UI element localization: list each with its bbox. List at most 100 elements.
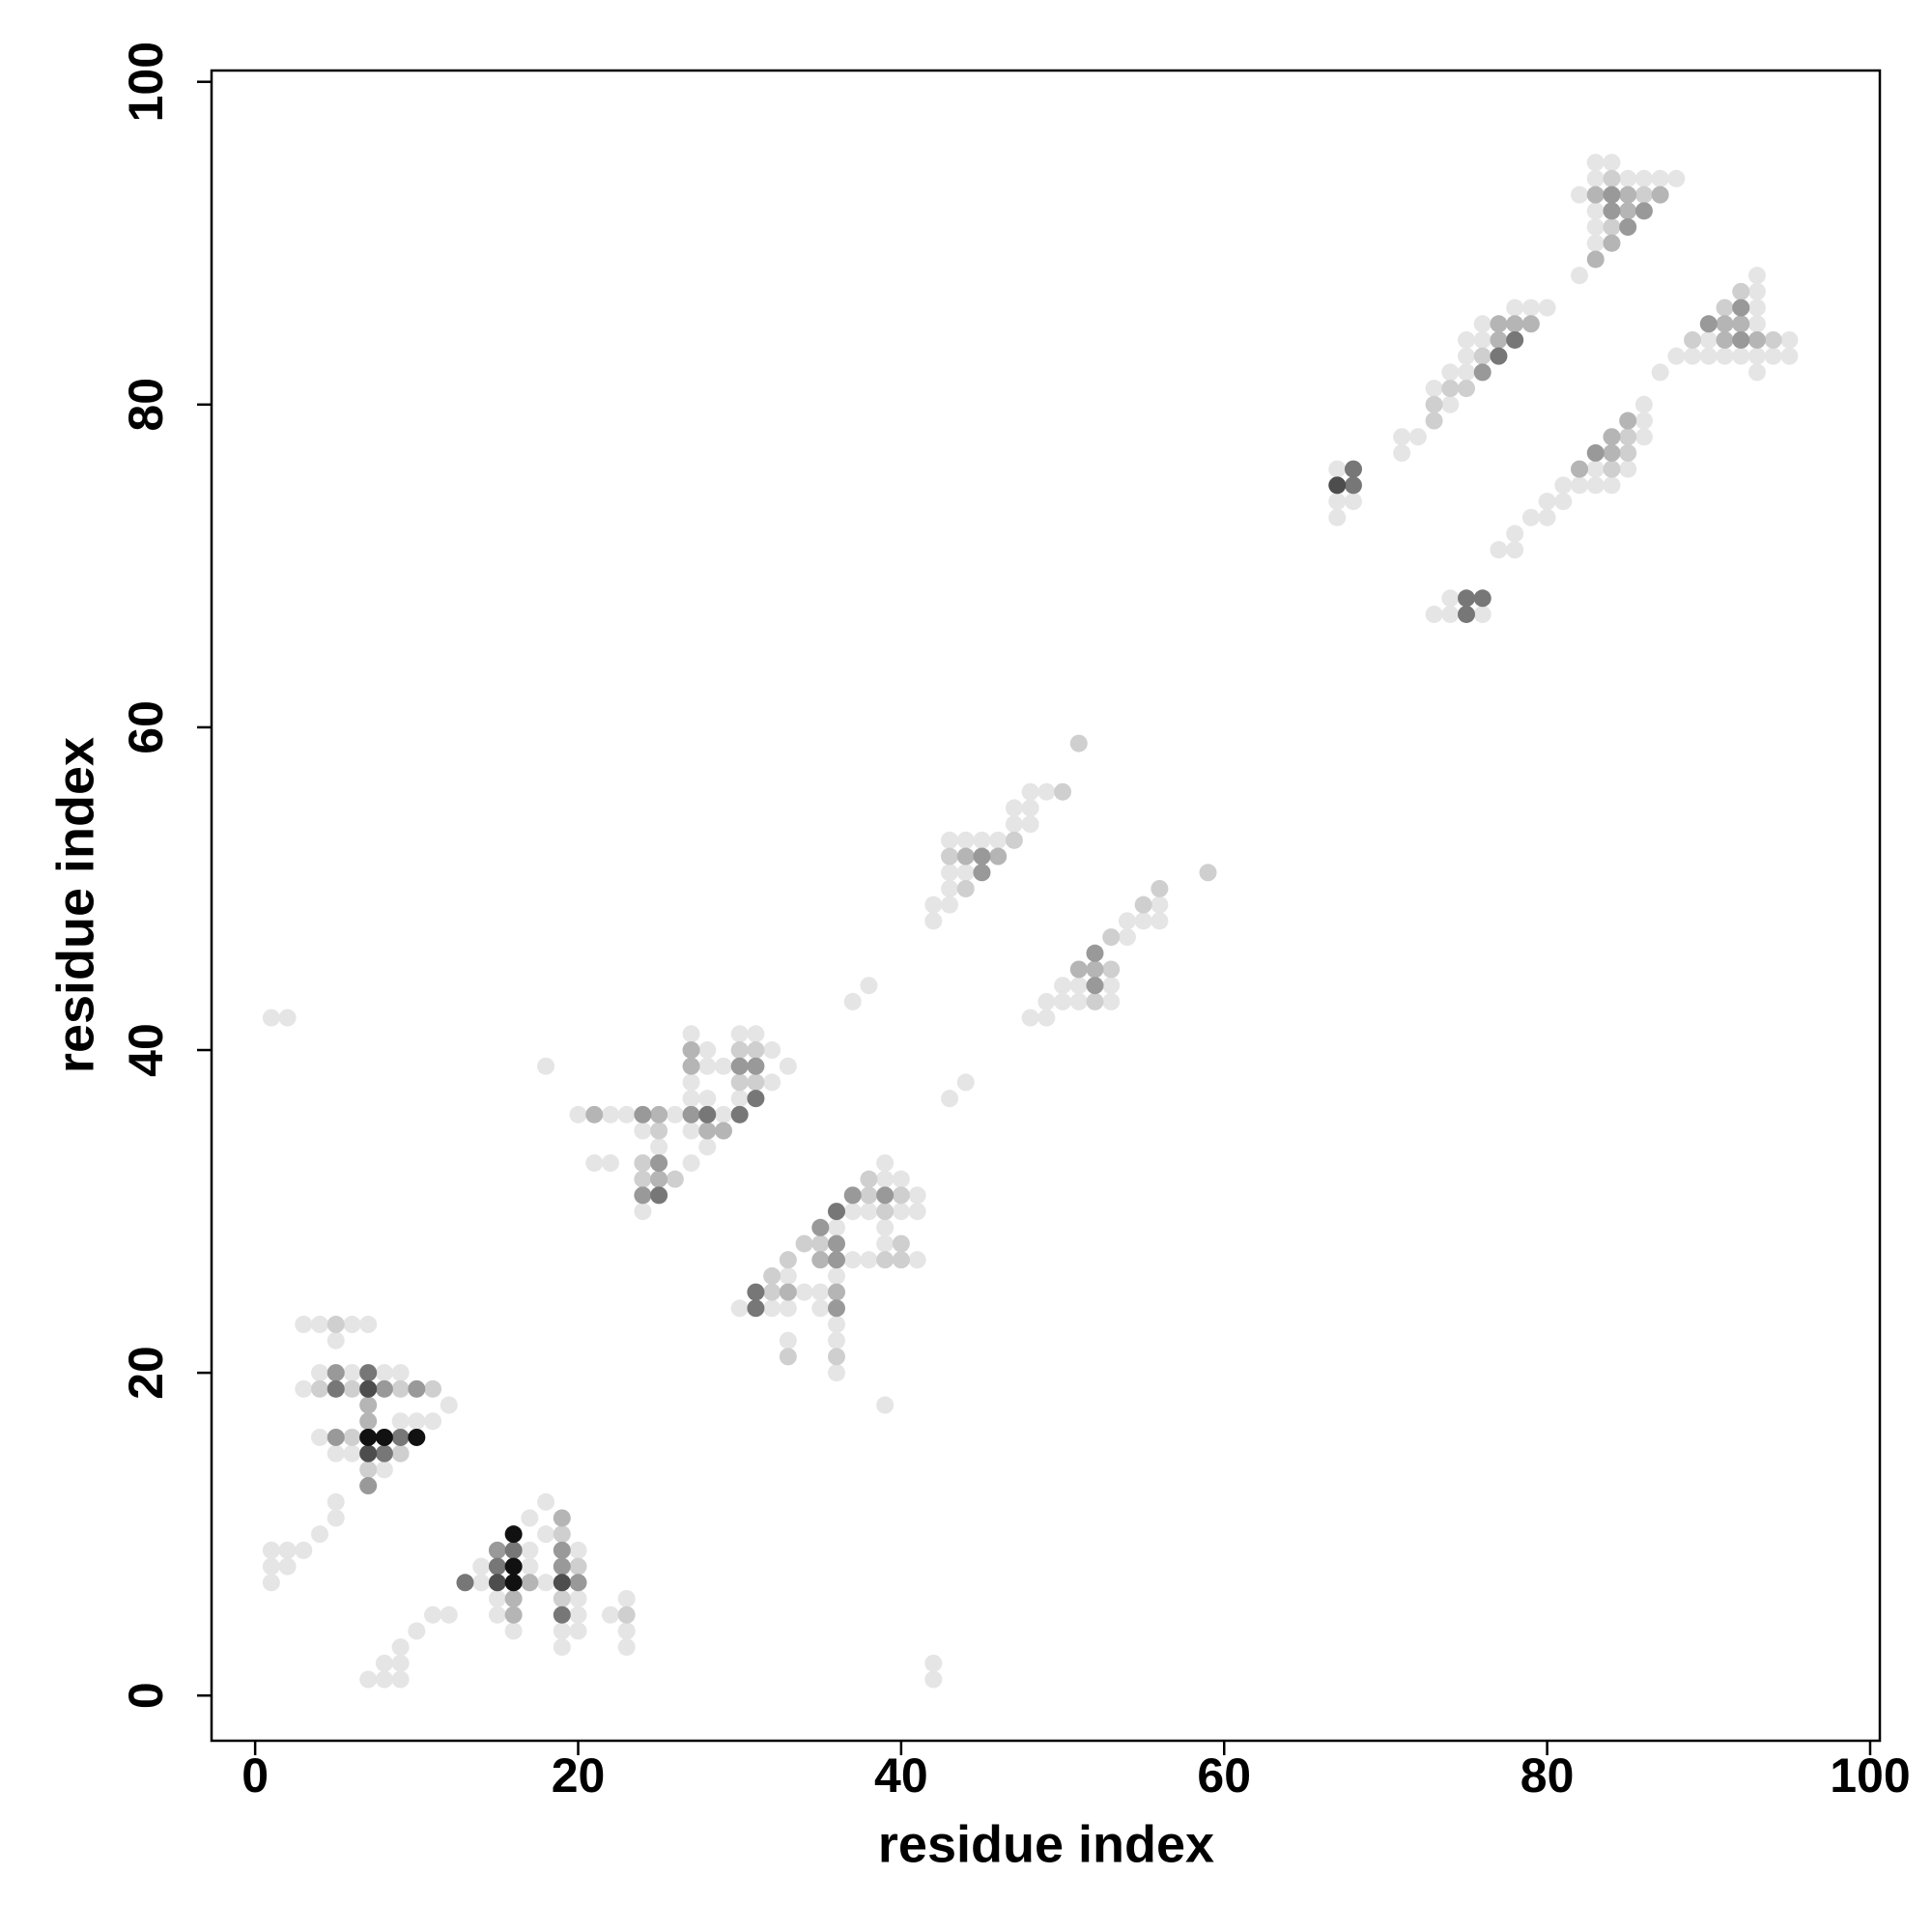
contact-point (1603, 428, 1621, 446)
contact-point (1506, 315, 1524, 333)
contact-point (730, 1041, 749, 1060)
contact-point (973, 847, 991, 866)
contact-point (1764, 330, 1782, 349)
contact-point (1441, 380, 1460, 398)
contact-point (1747, 315, 1766, 333)
contact-point (650, 1186, 668, 1205)
contact-point (1393, 443, 1411, 462)
contact-point (763, 1266, 781, 1285)
contact-point (1603, 443, 1621, 462)
contact-point (375, 1670, 393, 1689)
contact-point (747, 1283, 765, 1301)
contact-point (1603, 185, 1621, 204)
contact-point (1586, 476, 1605, 495)
contact-point (1425, 380, 1443, 398)
contact-point (1619, 460, 1637, 478)
contact-point (1699, 330, 1718, 349)
contact-point (876, 1170, 895, 1188)
contact-point (1619, 185, 1637, 204)
contact-point (1473, 589, 1492, 608)
contact-point (1441, 605, 1460, 623)
contact-point (714, 1105, 732, 1123)
contact-point (730, 1057, 749, 1075)
contact-point (278, 1541, 297, 1559)
contact-point (1538, 493, 1556, 511)
contact-point (1747, 282, 1766, 300)
contact-point (1571, 460, 1589, 478)
contact-point (262, 1574, 280, 1592)
contact-point (1473, 605, 1492, 623)
y-tick-label: 60 (119, 700, 173, 754)
contact-point (924, 1654, 943, 1672)
contact-point (1521, 508, 1540, 526)
x-axis-title: residue index (878, 1815, 1214, 1873)
contact-point (311, 1379, 329, 1398)
contact-point (827, 1299, 845, 1318)
contact-point (488, 1589, 506, 1607)
contact-point (973, 831, 991, 849)
contact-point (1716, 347, 1734, 365)
contact-point (456, 1574, 474, 1592)
contact-point (1732, 298, 1750, 317)
contact-point (1586, 250, 1605, 269)
contact-point (1634, 169, 1653, 187)
x-tick-label: 40 (874, 1748, 928, 1803)
contact-point (827, 1348, 845, 1366)
contact-point (472, 1574, 491, 1592)
contact-point (908, 1251, 926, 1269)
contact-point (1151, 879, 1169, 897)
contact-point (440, 1605, 458, 1624)
contact-point (941, 1090, 959, 1108)
contact-point (1441, 363, 1460, 382)
contact-point (1619, 428, 1637, 446)
contact-point (892, 1251, 910, 1269)
contact-point (472, 1557, 491, 1576)
contact-point (1506, 330, 1524, 349)
y-tick-label: 100 (119, 42, 173, 122)
contact-point (989, 847, 1008, 866)
contact-point (714, 1122, 732, 1140)
contact-point (827, 1235, 845, 1253)
contact-point (1151, 912, 1169, 930)
contact-point (1490, 315, 1508, 333)
contact-point (892, 1203, 910, 1221)
contact-point (1102, 960, 1121, 979)
contact-point (1571, 267, 1589, 285)
contact-point (1069, 977, 1088, 995)
contact-point (1667, 169, 1686, 187)
contact-point (682, 1090, 700, 1108)
contact-point (1506, 541, 1524, 559)
contact-point (827, 1316, 845, 1334)
contact-point (424, 1605, 442, 1624)
contact-point (1408, 428, 1427, 446)
contact-point (504, 1589, 523, 1607)
contact-point (892, 1170, 910, 1188)
contact-point (924, 912, 943, 930)
contact-point (408, 1622, 426, 1640)
contact-point (359, 1316, 378, 1334)
contact-point (553, 1574, 571, 1592)
contact-point (1538, 508, 1556, 526)
contact-point (1619, 202, 1637, 220)
contact-point (941, 879, 959, 897)
contact-point (876, 1153, 895, 1172)
contact-point (1473, 315, 1492, 333)
contact-point (650, 1170, 668, 1188)
contact-point (1684, 347, 1702, 365)
contact-point (1634, 185, 1653, 204)
contact-point (698, 1138, 717, 1156)
contact-point (327, 1331, 345, 1350)
x-tick-label: 60 (1197, 1748, 1251, 1803)
contact-point (860, 1251, 878, 1269)
x-tick-label: 20 (552, 1748, 606, 1803)
contact-point (779, 1299, 797, 1318)
contact-point (391, 1670, 410, 1689)
contact-point (730, 1025, 749, 1043)
x-tick-label: 0 (242, 1748, 269, 1803)
contact-point (488, 1541, 506, 1559)
contact-point (327, 1364, 345, 1382)
contact-point (811, 1283, 830, 1301)
contact-point (1086, 977, 1104, 995)
contact-point (876, 1251, 895, 1269)
y-axis-title: residue index (46, 737, 104, 1073)
